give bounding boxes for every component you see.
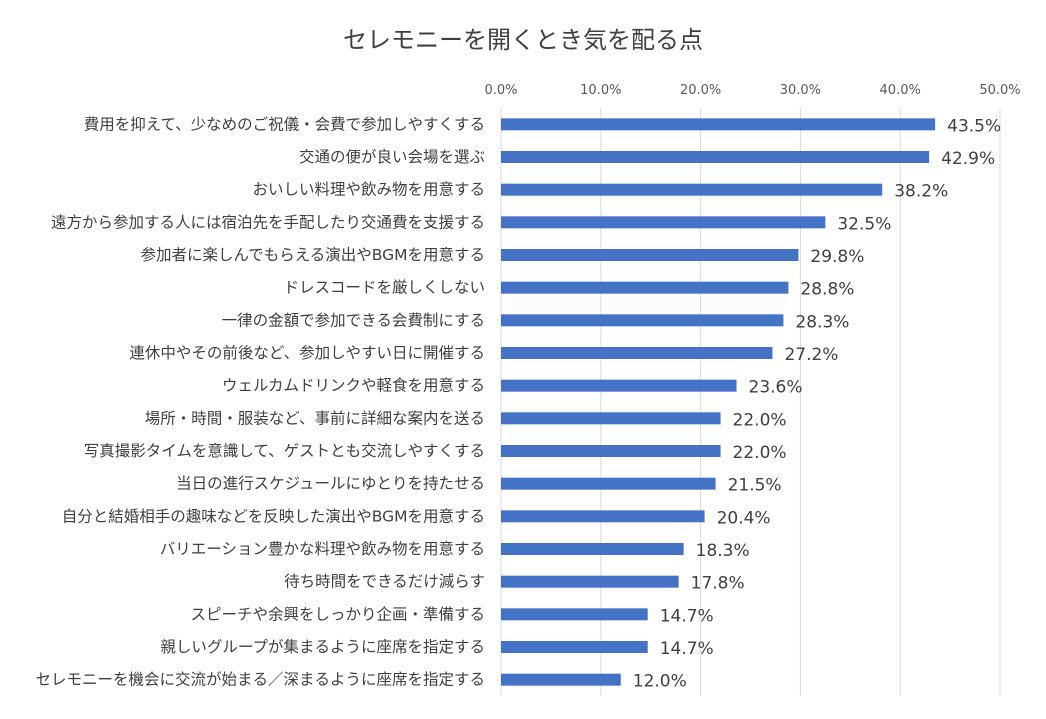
bar: [501, 673, 621, 686]
category-label: バリエーション豊かな料理や飲み物を用意する: [160, 539, 485, 558]
x-tick-label: 50.0%: [979, 83, 1020, 98]
x-tick-label: 20.0%: [680, 83, 721, 98]
bar: [501, 347, 773, 359]
category-label: 連休中やその前後など、参加しやすい日に開催する: [129, 344, 485, 362]
data-label: 14.7%: [660, 639, 714, 659]
data-label: 14.7%: [660, 606, 714, 626]
bar: [501, 118, 936, 131]
data-label: 28.3%: [795, 312, 849, 332]
data-label: 43.5%: [947, 116, 1001, 136]
category-label: 交通の便が良い会場を選ぶ: [299, 148, 485, 166]
category-label: スピーチや余興をしっかり企画・準備する: [190, 604, 485, 623]
x-tick-label: 30.0%: [780, 83, 821, 98]
category-label: 待ち時間をできるだけ減らす: [284, 573, 485, 591]
bar: [501, 281, 789, 294]
data-label: 42.9%: [941, 149, 995, 169]
x-axis-ticks: 0.0% 10.0% 20.0% 30.0% 40.0% 50.0%: [484, 83, 1020, 98]
data-label: 17.8%: [691, 574, 745, 594]
x-tick-label: 10.0%: [580, 83, 621, 98]
data-label: 21.5%: [728, 476, 782, 496]
bar: [501, 641, 648, 653]
gridlines: [500, 108, 1001, 696]
bar: [501, 151, 930, 163]
data-label: 20.4%: [717, 508, 771, 528]
data-label: 23.6%: [749, 378, 803, 398]
bar: [501, 575, 679, 588]
data-label: 29.8%: [810, 247, 864, 267]
data-label: 22.0%: [733, 410, 787, 430]
bar: [501, 543, 684, 555]
data-label: 27.2%: [784, 345, 838, 365]
category-label: おいしい料理や飲み物を用意する: [252, 180, 485, 199]
category-label: 写真撮影タイムを意識して、ゲストとも交流しやすくする: [84, 441, 485, 460]
x-tick-label: 40.0%: [880, 83, 921, 98]
bar: [501, 608, 648, 621]
bars: [501, 118, 936, 686]
data-label: 38.2%: [894, 182, 948, 202]
category-label: 親しいグループが集まるように座席を指定する: [160, 638, 485, 656]
category-label: 当日の進行スケジュールにゆとりを持たせる: [176, 475, 485, 493]
category-label: 参加者に楽しんでもらえる演出やBGMを用意する: [140, 245, 485, 264]
category-label: セレモニーを機会に交流が始まる／深まるように座席を指定する: [35, 671, 485, 689]
category-label: 自分と結婚相手の趣味などを反映した演出やBGMを用意する: [62, 506, 485, 525]
bar: [501, 314, 784, 327]
data-label: 18.3%: [696, 541, 750, 561]
category-label: ドレスコードを厳しくしない: [283, 279, 485, 297]
bar: [501, 216, 826, 229]
data-labels: 43.5% 42.9% 38.2%32.5% 29.8% 28.8% 28.3% 27.2%…: [633, 116, 1001, 691]
category-label: 費用を抑えて、少なめのご祝儀・会費で参加しやすくする: [84, 115, 485, 133]
bar: [501, 412, 721, 425]
bar: [501, 249, 799, 261]
data-label: 22.0%: [733, 443, 787, 463]
data-label: 28.8%: [800, 280, 854, 300]
bar: [501, 183, 883, 196]
bar: [501, 445, 721, 457]
data-label: 12.0%: [633, 672, 687, 692]
category-label: 遠方から参加する人には宿泊先を手配したり交通費を支援する: [51, 213, 485, 231]
bar: [501, 510, 705, 523]
category-labels: 費用を抑えて、少なめのご祝儀・会費で参加しやすくする交通の便が良い会場を選ぶおい…: [35, 115, 485, 688]
data-label: 32.5%: [837, 214, 891, 234]
chart-title: セレモニーを開くとき気を配る点: [343, 26, 703, 54]
bar: [501, 477, 716, 490]
category-label: 場所・時間・服装など、事前に詳細な案内を送る: [145, 409, 485, 427]
x-tick-label: 0.0%: [484, 83, 517, 98]
category-label: ウェルカムドリンクや軽食を用意する: [222, 376, 485, 395]
bar: [501, 379, 737, 392]
category-label: 一律の金額で参加できる会費制にする: [222, 311, 485, 329]
